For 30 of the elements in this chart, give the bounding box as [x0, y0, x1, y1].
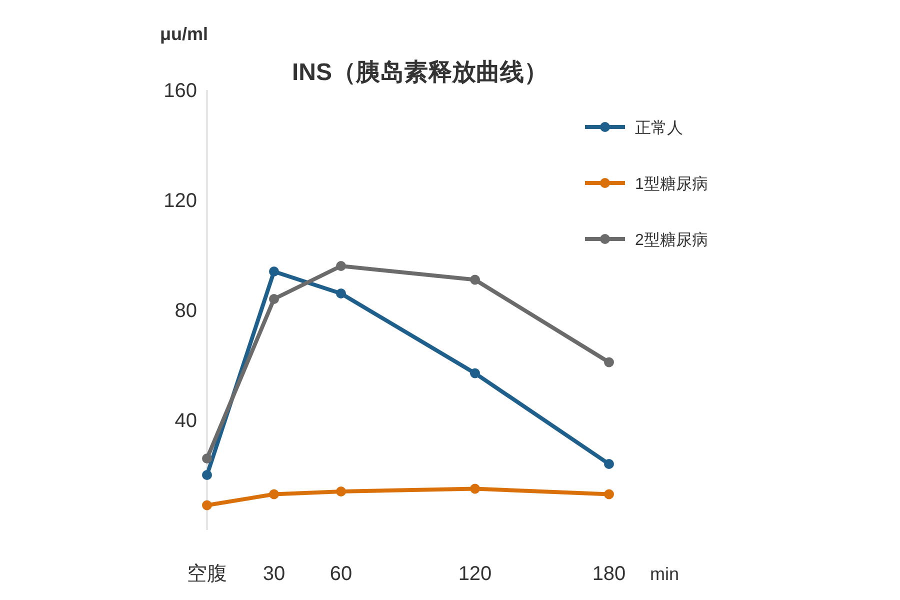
chart-title: INS（胰岛素释放曲线）	[292, 59, 548, 86]
x-tick-label: 120	[458, 563, 492, 585]
y-tick-label: 80	[174, 300, 197, 322]
x-axis-title: min	[650, 564, 680, 584]
x-tick-label: 60	[330, 563, 352, 585]
point	[336, 486, 346, 496]
point	[470, 484, 480, 494]
point	[604, 357, 614, 368]
point	[604, 489, 614, 500]
point	[202, 500, 212, 510]
y-tick-label: 40	[174, 410, 197, 432]
y-tick-label: 160	[164, 80, 197, 102]
point	[470, 274, 480, 285]
point	[336, 288, 346, 298]
x-tick-label: 空腹	[187, 563, 227, 585]
point	[269, 266, 279, 276]
point	[202, 470, 212, 480]
x-tick-label: 180	[592, 563, 626, 585]
y-axis-title: μu/ml	[160, 24, 208, 44]
point	[269, 294, 279, 304]
y-tick-label: 120	[164, 190, 197, 212]
x-tick-label: 30	[262, 563, 286, 585]
point	[269, 489, 279, 500]
point	[604, 459, 614, 469]
point	[202, 454, 212, 464]
point	[470, 368, 480, 378]
point	[336, 261, 346, 271]
legend-label: 1型糖尿病	[635, 175, 708, 193]
legend-label: 2型糖尿病	[635, 231, 708, 249]
legend-label: 正常人	[635, 119, 683, 137]
